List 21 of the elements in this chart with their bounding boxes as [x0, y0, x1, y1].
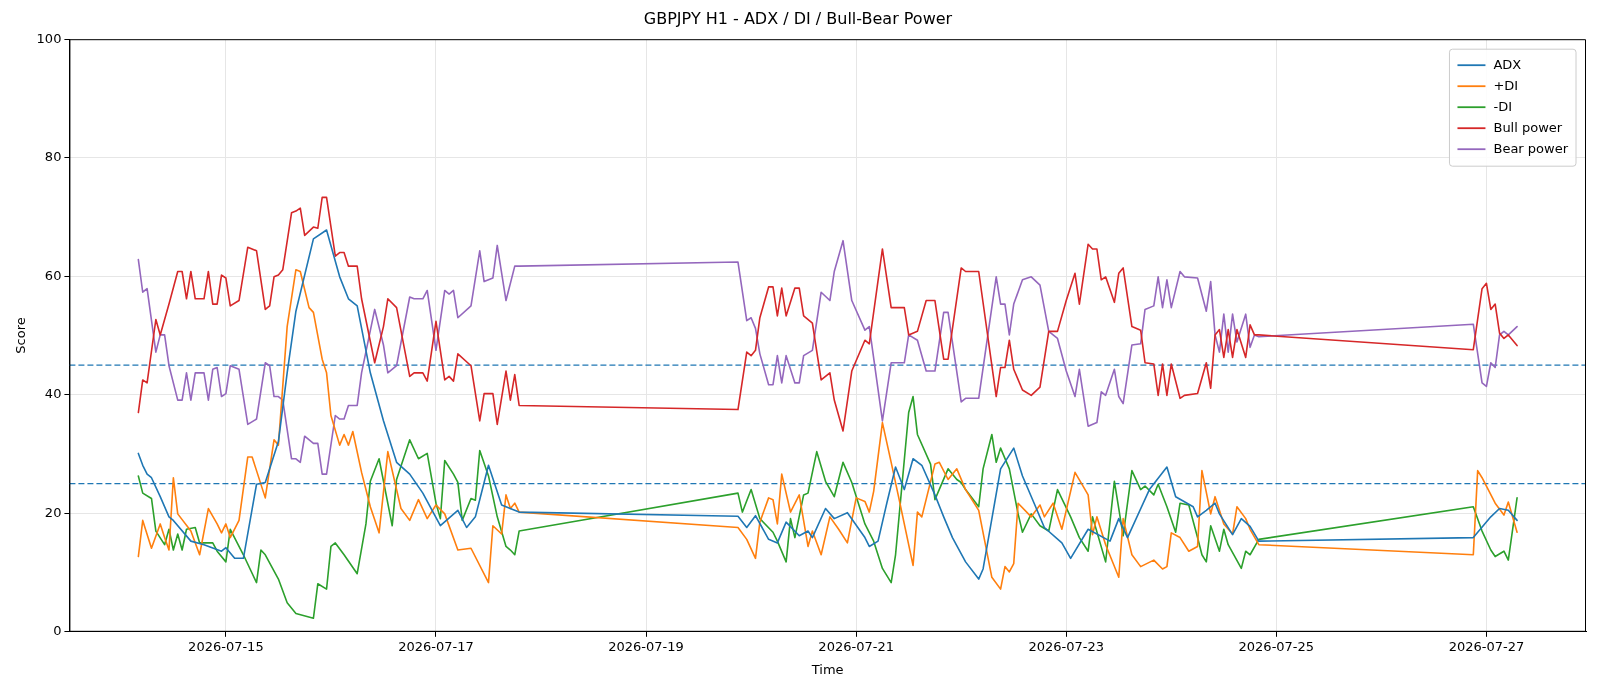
legend-label: -DI — [1493, 98, 1513, 114]
x-tick-label: 2026-07-25 — [1238, 638, 1315, 654]
y-tick-label: 20 — [44, 504, 62, 520]
x-tick-label: 2026-07-15 — [188, 638, 264, 654]
y-tick-label: 60 — [44, 267, 62, 283]
x-axis-title: Time — [810, 661, 844, 677]
y-axis-title: Score — [13, 317, 29, 354]
legend-label: Bull power — [1493, 119, 1563, 135]
legend-label: ADX — [1493, 56, 1522, 72]
legend-label: +DI — [1493, 77, 1519, 93]
x-tick-label: 2026-07-19 — [608, 638, 684, 654]
x-tick-label: 2026-07-27 — [1448, 638, 1525, 654]
y-tick-label: 0 — [53, 623, 62, 639]
y-tick-label: 100 — [36, 30, 62, 46]
chart-title: GBPJPY H1 - ADX / DI / Bull-Bear Power — [643, 8, 953, 28]
legend-label: Bear power — [1493, 140, 1569, 156]
x-tick-label: 2026-07-17 — [398, 638, 474, 654]
y-tick-label: 40 — [44, 386, 62, 402]
y-tick-label: 80 — [44, 149, 62, 165]
x-tick-label: 2026-07-23 — [1028, 638, 1105, 654]
x-tick-label: 2026-07-21 — [818, 638, 894, 654]
